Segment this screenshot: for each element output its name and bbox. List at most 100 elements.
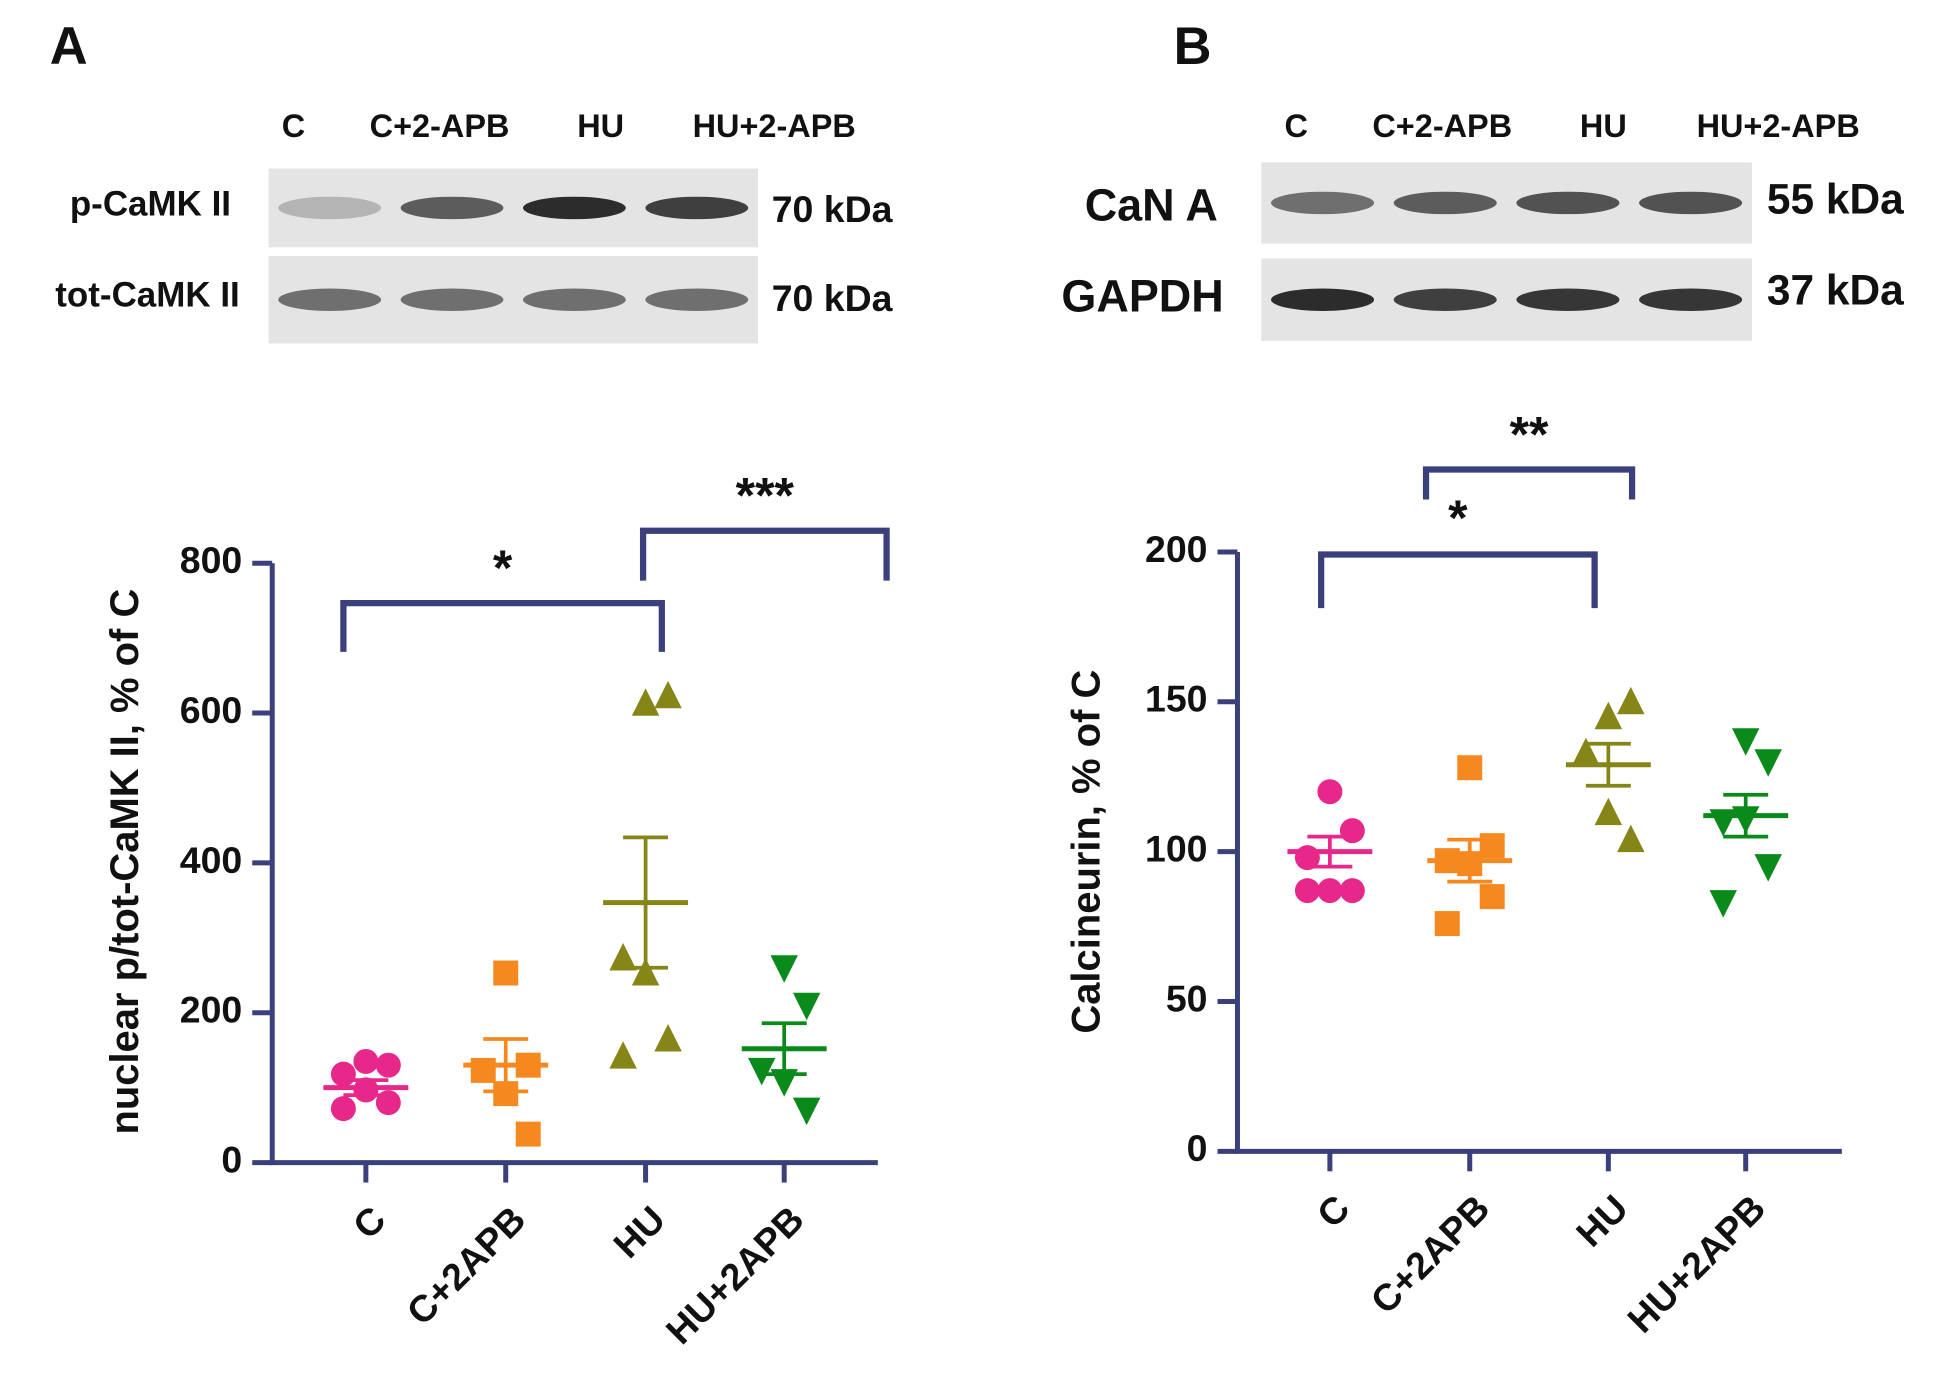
significance-label: * [1448, 490, 1468, 546]
y-tick-label: 200 [180, 989, 243, 1031]
data-point [515, 1052, 541, 1078]
data-point [375, 1052, 401, 1078]
x-tick-label: C [1309, 1187, 1358, 1236]
data-point [353, 1077, 379, 1103]
blot-row-label: CaN A [1085, 179, 1218, 230]
data-point [609, 943, 637, 971]
y-axis-title: Calcineurin, % of C [1064, 670, 1108, 1034]
blot-band [400, 288, 504, 311]
blot-band [1516, 288, 1620, 311]
y-tick-label: 150 [1145, 678, 1208, 720]
data-point [493, 960, 519, 986]
data-point [1457, 755, 1483, 781]
lane-label: C+2-APB [370, 108, 510, 144]
data-point [1754, 854, 1782, 882]
data-point [515, 1121, 541, 1147]
y-tick-label: 400 [180, 839, 243, 881]
data-point [770, 1069, 798, 1097]
blot-band [1393, 288, 1497, 311]
data-point [353, 1048, 379, 1074]
data-point [792, 1097, 821, 1126]
data-point [631, 688, 660, 716]
lane-label: HU [577, 108, 624, 144]
y-tick-label: 600 [180, 689, 243, 731]
blot-row-label: tot-CaMK II [55, 275, 239, 314]
data-point [330, 1061, 356, 1087]
blot-band [1271, 191, 1375, 215]
data-point [1754, 749, 1782, 777]
data-point [1479, 833, 1505, 859]
blot-band [1393, 191, 1497, 215]
y-tick-label: 200 [1145, 528, 1208, 570]
panel-label: B [1174, 18, 1212, 76]
lane-label: HU [1580, 108, 1627, 144]
data-point [1434, 911, 1460, 937]
data-point [631, 958, 660, 986]
panel: B C C+2-APB HU HU+2-APB CaN A 55 kDa GAPDH 37 kD… [1061, 18, 1904, 1341]
y-tick-label: 800 [180, 539, 243, 581]
blot-band [523, 288, 626, 311]
x-tick-label: C [345, 1198, 394, 1247]
data-point [1479, 884, 1505, 910]
significance-label: ** [1510, 407, 1549, 463]
blot-row-label: p-CaMK II [70, 184, 231, 223]
data-point [1594, 701, 1623, 730]
significance-bracket [1318, 551, 1598, 609]
y-axis-title: nuclear p/tot-CaMK II, % of C [103, 589, 147, 1135]
x-tick-label: C+2APB [1362, 1187, 1497, 1322]
significance-label: *** [736, 468, 795, 524]
data-point [1572, 737, 1600, 766]
data-point [1731, 728, 1760, 756]
blot-band [400, 196, 504, 220]
x-tick-label: C+2APB [398, 1198, 533, 1333]
data-point [1294, 845, 1320, 871]
lane-label: C [1284, 108, 1307, 144]
data-point [330, 1096, 356, 1122]
lane-label: C+2-APB [1372, 108, 1512, 144]
data-point [1317, 779, 1343, 805]
data-point [1294, 878, 1320, 904]
panel-label: A [50, 18, 88, 76]
data-point [1457, 851, 1483, 877]
blot-band [1271, 288, 1375, 311]
x-tick-label: HU [1568, 1187, 1636, 1255]
data-point [1339, 818, 1365, 844]
data-point [1434, 848, 1460, 874]
blot-size-label: 37 kDa [1767, 267, 1904, 314]
data-point [1617, 824, 1645, 853]
data-point [609, 1041, 637, 1069]
blot-band [278, 196, 382, 220]
data-point [1617, 686, 1645, 715]
data-point [770, 955, 798, 983]
y-tick-label: 0 [221, 1138, 242, 1180]
error-bar [1585, 741, 1631, 788]
data-point [1731, 806, 1760, 834]
blot-band [1516, 191, 1620, 215]
blot-row-label: GAPDH [1061, 271, 1223, 322]
y-tick-label: 0 [1187, 1127, 1208, 1169]
significance-label: * [493, 540, 513, 596]
data-point [375, 1090, 401, 1116]
significance-bracket [1422, 466, 1636, 500]
lane-label: HU+2-APB [1697, 108, 1860, 144]
significance-bracket [639, 527, 890, 581]
data-point [1594, 797, 1623, 826]
significance-bracket [340, 600, 665, 652]
data-point [1709, 890, 1737, 918]
panel: A C C+2-APB HU HU+2-APB p-CaMK II 70 kDa tot-Ca… [50, 18, 894, 1352]
blot-band [1639, 191, 1743, 215]
blot-size-label: 70 kDa [772, 188, 894, 230]
blot-size-label: 55 kDa [1767, 176, 1904, 223]
data-point [654, 680, 682, 709]
blot-band [278, 288, 382, 311]
x-tick-label: HU [605, 1198, 673, 1266]
data-point [1709, 809, 1737, 837]
data-point [747, 1057, 776, 1086]
data-point [1339, 878, 1365, 904]
data-point [470, 1057, 496, 1083]
blot-band [645, 288, 749, 311]
data-point [654, 1023, 682, 1052]
blot-band [1639, 288, 1743, 311]
blot-band [645, 196, 749, 220]
